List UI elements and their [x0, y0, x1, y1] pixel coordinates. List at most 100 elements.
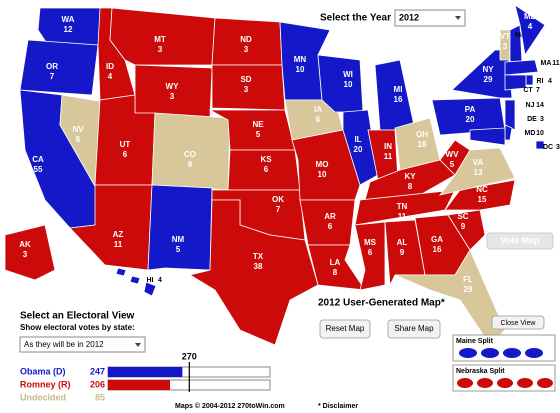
state-shape[interactable] [447, 209, 486, 251]
state-shape[interactable] [469, 127, 506, 146]
state-votes: 8 [333, 268, 338, 277]
state-shape[interactable] [439, 139, 471, 176]
state-votes: 11 [384, 152, 393, 161]
state-abbr: FL [463, 275, 473, 284]
state-abbr: AK [19, 240, 31, 249]
state-shape[interactable] [444, 179, 516, 211]
state-abbr: ME [524, 12, 537, 21]
state-abbr: RI [537, 78, 544, 85]
dropdown-arrow [455, 16, 461, 20]
state-votes: 6 [76, 135, 81, 144]
state-votes: 4 [528, 22, 533, 31]
state-abbr: TN [397, 202, 408, 211]
state-abbr: NY [482, 65, 494, 74]
state-votes: 13 [474, 168, 483, 177]
state-abbr: OH [416, 130, 428, 139]
state-shape[interactable] [307, 244, 366, 291]
state-shape[interactable] [188, 199, 319, 346]
state-votes: 16 [394, 95, 403, 104]
state-abbr: VA [473, 158, 484, 167]
vote-bar [108, 380, 171, 390]
vote-bar [108, 367, 183, 377]
state-votes: 12 [64, 25, 73, 34]
state-abbr: DC [543, 144, 553, 151]
state-shape[interactable] [504, 124, 513, 141]
copyright: Maps © 2004-2012 270toWin.com [175, 402, 285, 410]
split-label: Maine Split [456, 338, 494, 345]
state-shape[interactable] [535, 140, 545, 150]
candidate-votes: 247 [90, 366, 105, 376]
state-shape[interactable] [525, 74, 534, 86]
state-abbr: MN [294, 55, 307, 64]
state-abbr: MT [154, 35, 166, 44]
state-votes: 6 [316, 115, 321, 124]
state-abbr: VT [500, 32, 510, 41]
state-shape[interactable] [354, 221, 386, 291]
state-shape[interactable] [19, 39, 99, 96]
state-abbr: CO [184, 150, 196, 159]
disclaimer[interactable]: * Disclaimer [318, 403, 358, 410]
state-abbr: IA [314, 105, 322, 114]
state-abbr: NJ [526, 102, 535, 109]
state-abbr: MA [541, 60, 552, 67]
state-votes: 5 [450, 160, 455, 169]
dropdown-arrow [135, 343, 141, 347]
state-abbr: WI [343, 70, 353, 79]
year-dropdown[interactable] [394, 9, 466, 27]
state-abbr: NM [172, 235, 185, 244]
state-abbr: PA [465, 105, 476, 114]
state-shape[interactable] [147, 184, 213, 271]
state-abbr: IN [384, 142, 392, 151]
share-button[interactable] [387, 319, 441, 339]
state-abbr: WA [62, 15, 75, 24]
state-votes: 6 [123, 150, 128, 159]
state-votes: 7 [536, 87, 540, 94]
state-shape[interactable] [514, 4, 546, 57]
state-abbr: AZ [113, 230, 124, 239]
state-shape[interactable] [115, 267, 157, 297]
state-shape[interactable] [211, 64, 286, 111]
state-shape[interactable] [342, 109, 379, 186]
state-votes: 7 [50, 72, 55, 81]
state-votes: 18 [418, 140, 427, 149]
state-votes: 20 [466, 115, 475, 124]
state-shape[interactable] [4, 224, 56, 281]
candidate-votes: 85 [95, 392, 105, 402]
reset-button[interactable] [319, 319, 371, 339]
state-shape[interactable] [504, 74, 527, 91]
state-abbr: OK [272, 195, 284, 204]
state-shape[interactable] [504, 59, 539, 76]
state-abbr: HI [147, 277, 154, 284]
state-abbr: KS [260, 155, 272, 164]
state-shape[interactable] [509, 24, 523, 63]
state-abbr: AL [397, 238, 408, 247]
vote-map-button[interactable] [486, 232, 554, 250]
view-dropdown[interactable] [19, 336, 146, 353]
state-abbr: OR [46, 62, 58, 71]
state-votes: 10 [296, 65, 305, 74]
state-abbr: MD [525, 130, 536, 137]
state-abbr: MI [394, 85, 403, 94]
state-votes: 20 [354, 145, 363, 154]
candidate-name: Obama (D) [20, 366, 66, 376]
state-votes: 6 [368, 248, 373, 257]
state-votes: 6 [264, 165, 269, 174]
close-view-button[interactable] [491, 315, 545, 330]
year-value: 2012 [399, 12, 419, 22]
state-votes: 4 [158, 277, 162, 284]
state-shape[interactable] [504, 99, 516, 131]
state-abbr: NV [72, 125, 84, 134]
state-votes: 9 [461, 222, 466, 231]
threshold-label: 270 [182, 351, 197, 361]
state-votes: 3 [170, 92, 175, 101]
maine-ovals [459, 348, 543, 358]
state-votes: 29 [464, 285, 473, 294]
state-votes: 6 [328, 222, 333, 231]
view-title: Select an Electoral View [20, 311, 135, 322]
state-votes: 9 [400, 248, 405, 257]
state-votes: 14 [536, 102, 544, 109]
state-abbr: ND [240, 35, 252, 44]
share-text: Share Map [394, 324, 434, 333]
state-abbr: WV [446, 150, 460, 159]
